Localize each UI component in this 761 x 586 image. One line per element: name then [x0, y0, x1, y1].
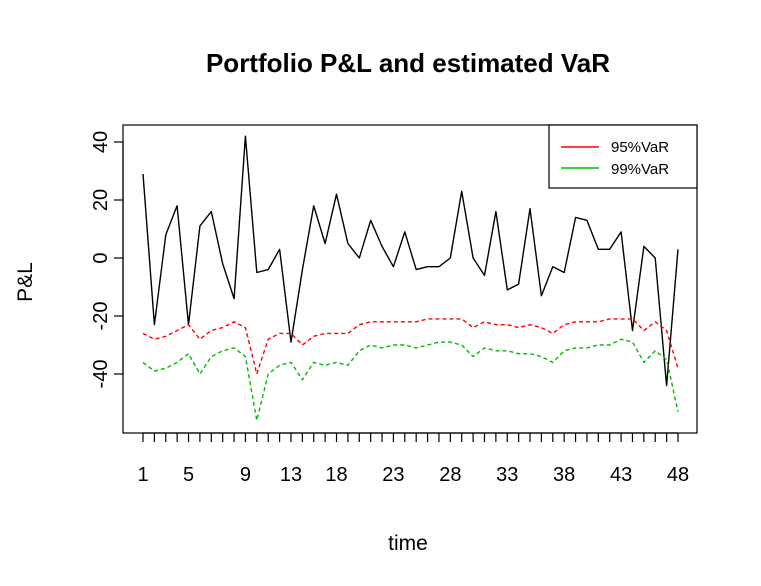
x-tick-label: 43 [610, 464, 632, 486]
x-tick-label: 23 [382, 464, 404, 486]
series-line-p-l [142, 135, 679, 387]
y-tick-label: 20 [90, 189, 112, 211]
x-axis: 1 5 9 13 18 23 28 33 38 43 48 [137, 432, 689, 486]
x-tick-label: 1 [137, 464, 148, 486]
chart-title: Portfolio P&L and estimated VaR [206, 48, 610, 78]
y-tick-label: 40 [90, 131, 112, 153]
legend-box [548, 124, 698, 189]
y-tick-label: 0 [90, 252, 112, 263]
series-line-99-var [142, 338, 679, 422]
y-tick-label: -20 [90, 302, 112, 331]
legend: 95%VaR 99%VaR [548, 124, 698, 189]
x-tick-label: 5 [183, 464, 194, 486]
x-tick-label: 9 [240, 464, 251, 486]
x-axis-label: time [388, 532, 428, 555]
x-tick-label: 18 [325, 464, 347, 486]
x-tick-label: 33 [496, 464, 518, 486]
y-axis-label: P&L [14, 262, 37, 302]
y-axis: -40 -20 0 20 40 [90, 131, 124, 389]
series-layer [142, 135, 679, 422]
legend-99var-label: 99%VaR [611, 161, 669, 178]
legend-95var-label: 95%VaR [611, 139, 669, 156]
x-tick-label: 28 [439, 464, 461, 486]
x-tick-label: 38 [553, 464, 575, 486]
x-tick-label: 48 [667, 464, 689, 486]
series-line-95-var [142, 318, 679, 375]
x-tick-label: 13 [280, 464, 302, 486]
y-tick-label: -40 [90, 360, 112, 389]
